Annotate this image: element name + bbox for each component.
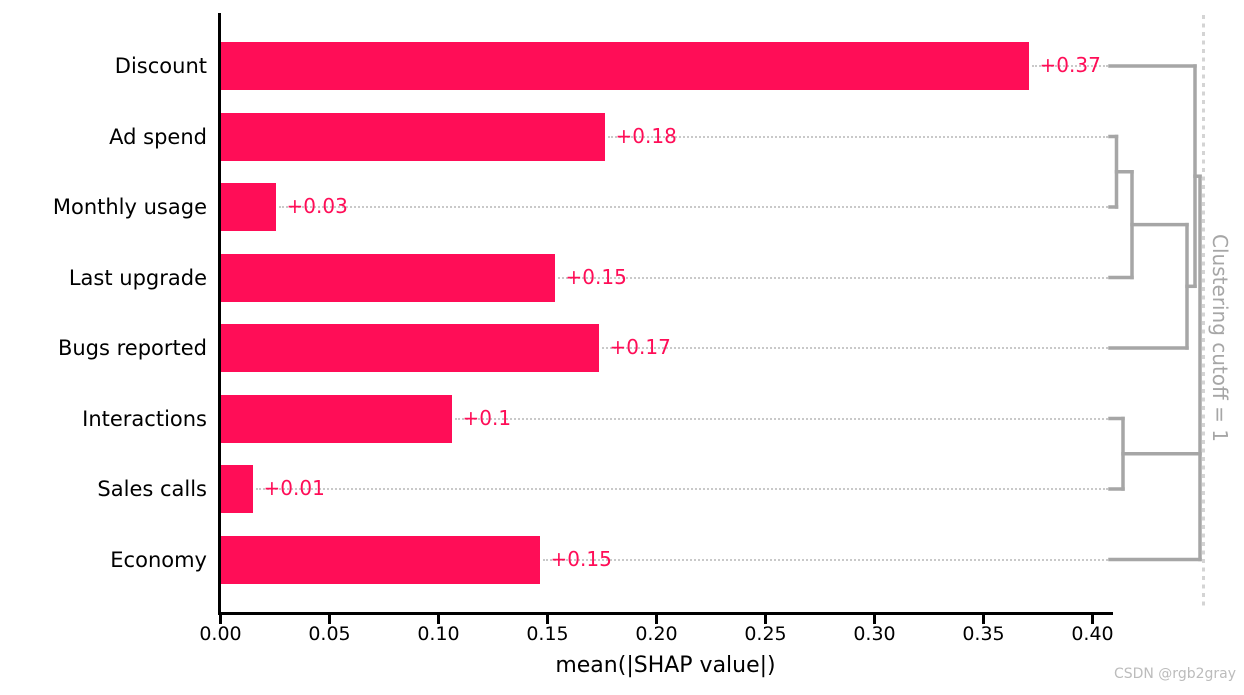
bar-value-label: +0.15: [550, 546, 612, 571]
leader-line: [557, 276, 1108, 279]
x-axis-title: mean(|SHAP value|): [555, 653, 776, 678]
bar: [220, 253, 555, 302]
bar: [220, 42, 1029, 90]
watermark: CSDN @rgb2gray: [1113, 666, 1236, 682]
x-tick: [1091, 614, 1094, 624]
x-tick: [764, 614, 767, 624]
x-tick: [546, 614, 549, 624]
x-tick: [873, 614, 876, 624]
bar-value-label: +0.15: [565, 264, 627, 289]
feature-label: Interactions: [82, 406, 207, 431]
bar-value-label: +0.1: [462, 405, 512, 430]
bar: [220, 394, 452, 443]
x-tick-label: 0.00: [199, 623, 242, 645]
x-tick: [982, 614, 985, 624]
feature-label: Bugs reported: [57, 336, 207, 360]
feature-label: Discount: [114, 54, 207, 78]
clustering-cutoff-label: Clustering cutoff = 1: [1208, 234, 1232, 442]
feature-label: Ad spend: [109, 124, 207, 149]
y-axis-line: [218, 13, 221, 614]
bar-value-label: +0.37: [1039, 53, 1101, 78]
bar-value-label: +0.01: [263, 476, 325, 501]
leader-line: [255, 488, 1108, 490]
x-tick-label: 0.20: [635, 623, 678, 645]
leader-line: [1031, 65, 1108, 67]
x-tick: [219, 614, 222, 624]
x-tick: [655, 614, 658, 624]
leader-line: [542, 558, 1108, 561]
leader-line: [607, 135, 1108, 138]
x-tick-label: 0.05: [308, 623, 351, 645]
leader-line: [454, 417, 1108, 420]
leader-line: [278, 206, 1108, 208]
leader-line: [601, 347, 1108, 349]
bar: [220, 112, 605, 161]
x-tick-label: 0.30: [853, 623, 896, 645]
feature-label: Last upgrade: [68, 265, 207, 290]
x-tick-label: 0.40: [1071, 623, 1114, 645]
feature-label: Sales calls: [97, 477, 207, 501]
feature-label: Monthly usage: [52, 195, 207, 219]
bar: [220, 324, 599, 372]
bar-value-label: +0.18: [615, 123, 677, 148]
x-tick-label: 0.15: [526, 623, 569, 645]
bar: [220, 465, 253, 513]
feature-label: Economy: [110, 547, 207, 572]
x-tick: [328, 614, 331, 624]
bar-value-label: +0.17: [609, 335, 671, 360]
x-tick-label: 0.35: [962, 623, 1005, 645]
x-tick-label: 0.10: [417, 623, 460, 645]
bar: [220, 535, 540, 584]
x-axis-line: [218, 612, 1113, 615]
x-tick: [437, 614, 440, 624]
bar-value-label: +0.03: [286, 194, 348, 219]
x-tick-label: 0.25: [744, 623, 787, 645]
bar: [220, 183, 276, 231]
